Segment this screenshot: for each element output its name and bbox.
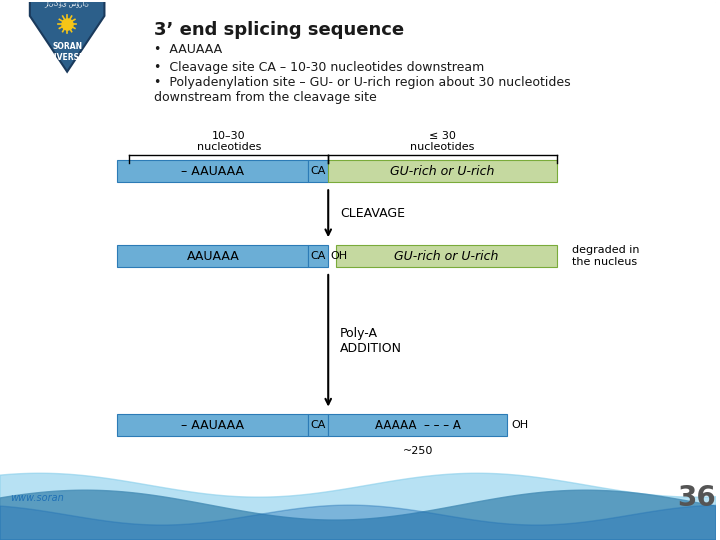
Text: 10–30
nucleotides: 10–30 nucleotides xyxy=(197,131,261,152)
Text: 3’ end splicing sequence: 3’ end splicing sequence xyxy=(154,21,405,39)
Polygon shape xyxy=(30,0,104,72)
Text: CA: CA xyxy=(310,421,326,430)
Wedge shape xyxy=(716,0,720,2)
Text: OH: OH xyxy=(330,251,347,261)
Bar xyxy=(328,415,508,436)
Text: GU-rich or U-rich: GU-rich or U-rich xyxy=(395,249,499,262)
Text: – AAUAAA: – AAUAAA xyxy=(181,165,244,178)
Text: CA: CA xyxy=(310,251,326,261)
Bar xyxy=(117,415,308,436)
Polygon shape xyxy=(0,473,716,540)
Text: AAAAA  – – – A: AAAAA – – – A xyxy=(375,419,461,432)
Text: CLEAVAGE: CLEAVAGE xyxy=(340,207,405,220)
Text: Poly-A
ADDITION: Poly-A ADDITION xyxy=(340,327,402,355)
Text: CA: CA xyxy=(310,166,326,177)
Bar xyxy=(328,160,557,183)
Bar xyxy=(117,160,308,183)
Text: OH: OH xyxy=(511,421,528,430)
Polygon shape xyxy=(0,505,716,540)
Wedge shape xyxy=(716,0,720,2)
Text: ≤ 30
nucleotides: ≤ 30 nucleotides xyxy=(410,131,474,152)
Text: •  Cleavage site CA – 10-30 nucleotides downstream: • Cleavage site CA – 10-30 nucleotides d… xyxy=(154,61,485,74)
Text: www.soran: www.soran xyxy=(10,493,63,503)
Wedge shape xyxy=(716,0,720,2)
Bar xyxy=(308,415,328,436)
Bar xyxy=(308,160,328,183)
Bar xyxy=(308,245,328,267)
Text: •  Polyadenylation site – GU- or U-rich region about 30 nucleotides
downstream f: • Polyadenylation site – GU- or U-rich r… xyxy=(154,76,571,104)
Bar xyxy=(117,245,308,267)
Wedge shape xyxy=(716,0,720,2)
Wedge shape xyxy=(716,0,720,2)
Bar xyxy=(336,245,557,267)
Text: •  AAUAAA: • AAUAAA xyxy=(154,43,222,56)
Text: رانکۆی سۆران: رانکۆی سۆران xyxy=(45,1,89,8)
Text: GU-rich or U-rich: GU-rich or U-rich xyxy=(390,165,495,178)
Text: AAUAAA: AAUAAA xyxy=(186,249,239,262)
Text: degraded in
the nucleus: degraded in the nucleus xyxy=(572,245,639,267)
Polygon shape xyxy=(0,490,716,540)
Text: 36: 36 xyxy=(677,484,716,512)
Text: SORAN
UNIVERSITY: SORAN UNIVERSITY xyxy=(41,42,93,62)
Text: ~250: ~250 xyxy=(402,447,433,456)
Text: – AAUAAA: – AAUAAA xyxy=(181,419,244,432)
